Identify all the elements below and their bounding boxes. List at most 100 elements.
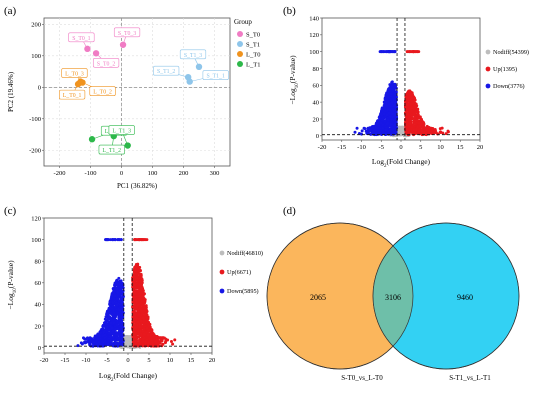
panel-a-point-label: S_T1_1 bbox=[207, 74, 225, 80]
panel-c-point-down bbox=[113, 282, 117, 286]
panel-c-y-ticks: 0 20 40 60 80 100 120 bbox=[31, 215, 44, 352]
panel-c-point-up bbox=[131, 293, 135, 297]
panel-a-y-tick-label: -200 bbox=[29, 148, 41, 155]
panel-b-point-down bbox=[389, 94, 393, 98]
panel-a-label: (a) bbox=[4, 5, 17, 17]
panel-c-legend-entry: Up(6671) bbox=[227, 269, 251, 276]
panel-c-point-up bbox=[136, 320, 140, 324]
panel-c-point-up bbox=[138, 279, 142, 283]
panel-c-point-down bbox=[76, 344, 80, 348]
venn-outline-set-2 bbox=[372, 222, 520, 370]
panel-c-point-up bbox=[134, 272, 138, 276]
venn-set-1-label: S-T0_vs_L-T0 bbox=[341, 374, 383, 382]
panel-d-venn bbox=[266, 222, 520, 370]
panel-c-point-up bbox=[139, 332, 143, 336]
panel-b-point-nodiff bbox=[399, 129, 403, 133]
panel-b-point-down bbox=[388, 124, 392, 128]
panel-c-point-down bbox=[108, 308, 112, 312]
panel-b-point-up bbox=[408, 50, 412, 54]
panel-c-point-down bbox=[109, 339, 113, 343]
panel-b-point-up bbox=[411, 130, 415, 134]
panel-c-x-tick-label: -20 bbox=[40, 357, 49, 364]
panel-c-point-up bbox=[147, 324, 151, 328]
panel-b-point-up bbox=[412, 50, 416, 54]
panel-c-point-down bbox=[107, 339, 111, 343]
panel-c-point-down bbox=[88, 341, 92, 345]
venn-count-set-1-only: 2065 bbox=[310, 293, 326, 302]
panel-b-point-down bbox=[388, 89, 392, 93]
panel-c-point-up bbox=[152, 334, 156, 338]
panel-b-point-down bbox=[392, 97, 396, 101]
panel-c-point-nodiff bbox=[128, 338, 132, 342]
panel-c-point-down bbox=[117, 316, 121, 320]
panel-c-point-up bbox=[137, 238, 141, 242]
panel-c-point-down bbox=[110, 307, 114, 311]
panel-b-point-up bbox=[417, 121, 421, 125]
panel-c-point-down bbox=[119, 285, 123, 289]
panel-c-point-down bbox=[119, 290, 123, 294]
panel-a-point-label: S_T0_3 bbox=[118, 31, 136, 37]
panel-c-point-down bbox=[111, 301, 115, 305]
panel-a-legend-swatch bbox=[237, 31, 243, 37]
panel-a-point-label: L_T0_3 bbox=[65, 72, 84, 78]
panel-c-point-down bbox=[121, 339, 125, 343]
panel-b-legend-swatch bbox=[485, 83, 491, 89]
panel-c-point-up bbox=[137, 269, 141, 273]
panel-b-y-tick-label: 80 bbox=[313, 66, 320, 73]
panel-b-point-up bbox=[405, 120, 409, 124]
panel-c-point-up bbox=[150, 336, 154, 340]
panel-c-point-up bbox=[141, 303, 145, 307]
panel-a-label-box bbox=[179, 49, 207, 60]
panel-c-point-down bbox=[120, 329, 124, 333]
panel-c-point-up bbox=[147, 320, 151, 324]
panel-b-point-down bbox=[360, 129, 364, 133]
panel-b-point-up bbox=[409, 108, 413, 112]
panel-b-legend-entry: Up(1395) bbox=[493, 66, 517, 73]
panel-c-point-up bbox=[139, 319, 143, 323]
panel-c-x-tick-label: 5 bbox=[147, 357, 150, 364]
panel-b-point-down bbox=[389, 127, 393, 131]
panel-a-x-tick-label: -200 bbox=[54, 170, 66, 177]
panel-b-point-up bbox=[418, 124, 422, 128]
panel-c-point-down bbox=[114, 301, 118, 305]
panel-a-point bbox=[195, 63, 203, 71]
panel-c-point-down bbox=[116, 333, 120, 337]
panel-c-point-down bbox=[112, 291, 116, 295]
panel-b-point-up bbox=[411, 123, 415, 127]
panel-b-point-down bbox=[394, 93, 398, 97]
panel-b-point-down bbox=[385, 113, 389, 117]
panel-b-point-up bbox=[421, 120, 425, 124]
panel-b-point-up bbox=[441, 131, 445, 135]
panel-c-point-down bbox=[115, 297, 119, 301]
panel-b-point-down bbox=[381, 126, 385, 130]
panel-c-point-up bbox=[139, 286, 143, 290]
panel-a: (a) -200 -100 0 100 200 300 -200 -100 0 100 200 S… bbox=[4, 5, 260, 190]
panel-b-legend-entry: Nodiff(54399) bbox=[493, 49, 529, 56]
panel-b-point-up bbox=[420, 129, 424, 133]
panel-c-x-axis-label: Log2(Fold Change) bbox=[99, 371, 158, 383]
panel-b-point-down bbox=[377, 129, 381, 133]
panel-c-point-up bbox=[133, 238, 137, 242]
panel-b-label: (b) bbox=[283, 5, 296, 17]
panel-b-point-down bbox=[380, 107, 384, 111]
panel-a-point-label: L_T1_2 bbox=[102, 148, 121, 154]
panel-b-point-up bbox=[412, 128, 416, 132]
panel-a-legend: Group S_T0 S_T1 L_T0 L_T1 bbox=[234, 18, 260, 68]
panel-c-point-down bbox=[98, 334, 102, 338]
panel-c-point-down bbox=[108, 335, 112, 339]
panel-c-point-down bbox=[118, 340, 122, 344]
panel-b-point-up bbox=[433, 129, 437, 133]
panel-c-x-tick-label: -5 bbox=[104, 357, 109, 364]
panel-b-point-up bbox=[413, 131, 417, 135]
panel-c-point-down bbox=[114, 305, 118, 309]
panel-c-point-up bbox=[132, 323, 136, 327]
panel-c-point-up bbox=[139, 308, 143, 312]
panel-a-x-tick-label: 100 bbox=[148, 170, 158, 177]
panel-b-point-down bbox=[364, 129, 368, 133]
panel-b-y-tick-label: 120 bbox=[309, 32, 319, 39]
panel-c-point-up bbox=[173, 338, 177, 342]
panel-b-point-up bbox=[413, 116, 417, 120]
panel-c-point-down bbox=[117, 302, 121, 306]
panel-c-point-down bbox=[106, 238, 110, 242]
